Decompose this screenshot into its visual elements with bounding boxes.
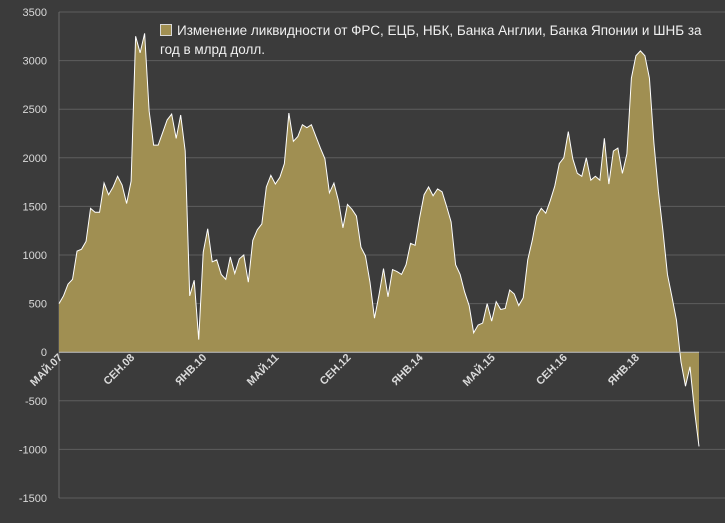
y-tick-label: 2000 (23, 153, 47, 165)
chart-legend: Изменение ликвидности от ФРС, ЕЦБ, НБК, … (160, 21, 720, 59)
legend-swatch (160, 24, 172, 36)
y-tick-label: 1000 (23, 250, 47, 262)
series-area (58, 33, 700, 447)
y-tick-label: 3500 (23, 7, 47, 19)
series-line (58, 33, 700, 447)
x-tick-label: МАЙ.11 (244, 351, 281, 388)
x-tick-label: ЯНВ.14 (390, 351, 427, 388)
x-tick-label: СЕН.08 (102, 352, 138, 388)
x-tick-label: СЕН.12 (318, 352, 354, 388)
y-axis-tick-labels: -1500 -1000 -500 0 500 1000 1500 2000 2500 3000 35… (19, 7, 47, 505)
x-tick-label: ЯНВ.18 (606, 352, 642, 388)
legend-series-label: Изменение ликвидности от ФРС, ЕЦБ, НБК, … (160, 23, 702, 57)
x-tick-label: МАЙ.15 (460, 351, 498, 389)
series-area-fill (59, 33, 699, 447)
y-tick-label: 500 (29, 299, 47, 311)
y-tick-label: -1500 (19, 493, 47, 505)
y-tick-label: 1500 (23, 201, 47, 213)
x-tick-label: ЯНВ.10 (173, 352, 209, 388)
y-tick-label: -1000 (19, 444, 47, 456)
y-tick-label: 3000 (23, 56, 47, 68)
y-tick-label: -500 (25, 396, 47, 408)
y-tick-label: 2500 (23, 104, 47, 116)
y-tick-label: 0 (41, 347, 47, 359)
x-tick-label: СЕН.16 (534, 352, 570, 388)
x-axis-tick-labels: МАЙ.07 СЕН.08 ЯНВ.10 МАЙ.11 СЕН.12 ЯНВ.14 МАЙ.… (27, 351, 642, 389)
